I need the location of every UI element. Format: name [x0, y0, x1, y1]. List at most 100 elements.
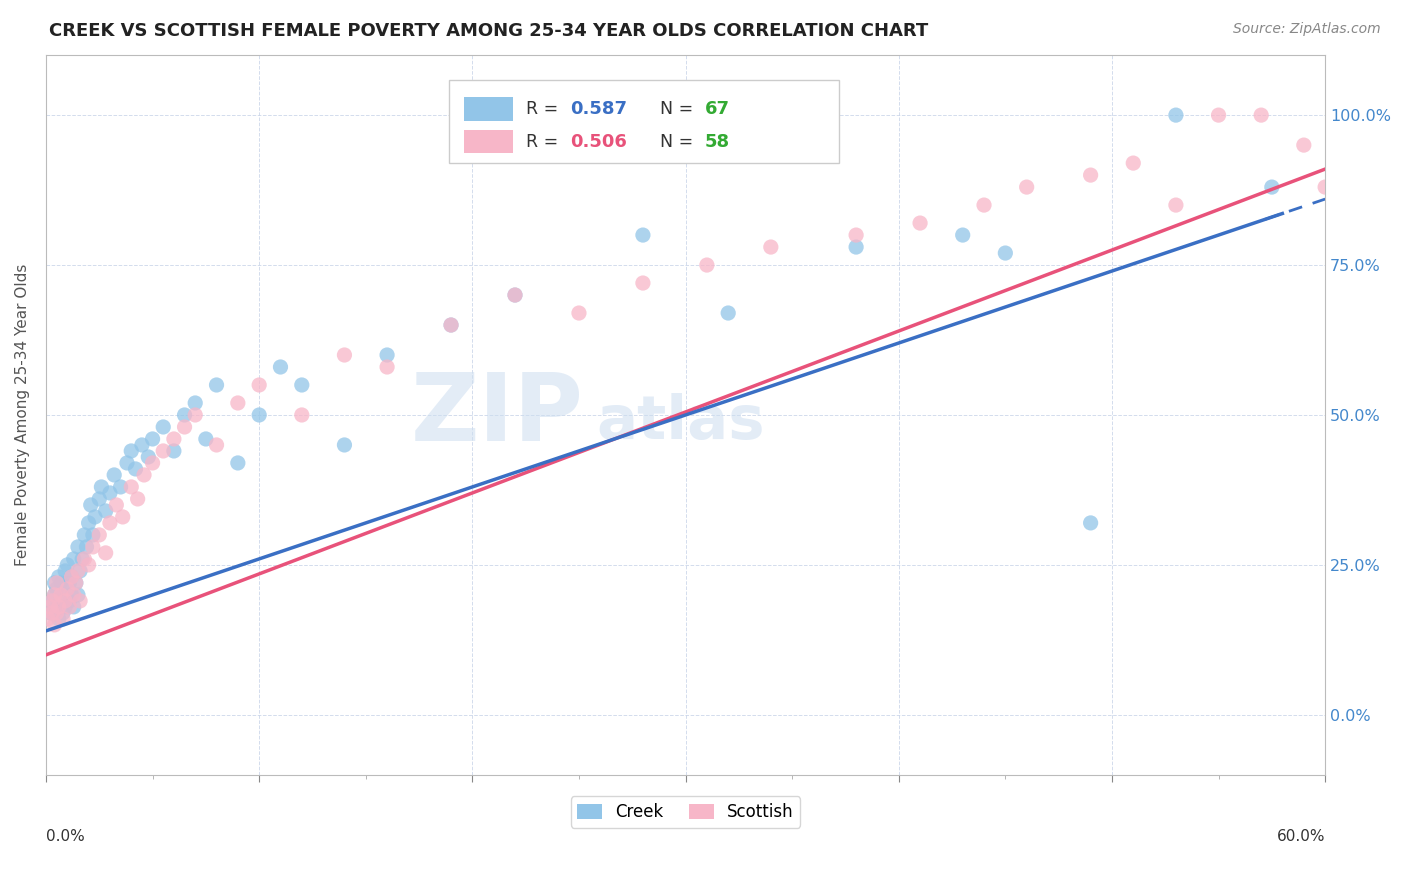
Point: [1250, 108, 1272, 122]
Point: [44, 575, 66, 590]
Point: [333, 348, 356, 362]
Point: [1080, 516, 1102, 530]
Point: [717, 306, 740, 320]
Point: [333, 438, 356, 452]
Text: R =: R =: [526, 100, 564, 118]
Point: [115, 456, 138, 470]
Point: [163, 444, 186, 458]
Point: [53, 594, 76, 608]
Point: [845, 240, 868, 254]
Point: [76, 540, 98, 554]
Point: [1164, 108, 1187, 122]
Bar: [464, 129, 513, 153]
Point: [66, 564, 89, 578]
Point: [45, 582, 67, 596]
Point: [845, 228, 868, 243]
Point: [1208, 108, 1230, 122]
Point: [41, 594, 63, 608]
Point: [65, 575, 87, 590]
Point: [291, 408, 314, 422]
Point: [440, 318, 463, 332]
Point: [111, 510, 134, 524]
Point: [62, 552, 84, 566]
Point: [69, 594, 91, 608]
Point: [53, 564, 76, 578]
Point: [45, 606, 67, 620]
Point: [49, 575, 72, 590]
Point: [124, 462, 146, 476]
Text: ZIP: ZIP: [411, 369, 583, 461]
Point: [226, 456, 249, 470]
Point: [127, 491, 149, 506]
Text: atlas: atlas: [596, 392, 765, 451]
Point: [82, 540, 104, 554]
Point: [205, 378, 228, 392]
Point: [568, 306, 591, 320]
Point: [41, 594, 63, 608]
Point: [52, 612, 75, 626]
Point: [269, 359, 291, 374]
Point: [56, 558, 79, 572]
Point: [1122, 156, 1144, 170]
Point: [184, 408, 207, 422]
Point: [163, 432, 186, 446]
Point: [44, 618, 66, 632]
Point: [41, 606, 63, 620]
Point: [110, 480, 132, 494]
Point: [105, 498, 128, 512]
Legend: Creek, Scottish: Creek, Scottish: [571, 797, 800, 828]
Y-axis label: Female Poverty Among 25-34 Year Olds: Female Poverty Among 25-34 Year Olds: [15, 264, 30, 566]
Point: [82, 528, 104, 542]
Point: [98, 516, 121, 530]
Point: [56, 582, 79, 596]
Point: [77, 516, 100, 530]
Point: [49, 588, 72, 602]
Point: [994, 246, 1017, 260]
Point: [142, 456, 165, 470]
Point: [247, 378, 270, 392]
Point: [131, 438, 153, 452]
Point: [52, 606, 75, 620]
Point: [62, 599, 84, 614]
Point: [52, 588, 75, 602]
Point: [1261, 180, 1284, 194]
Point: [70, 552, 93, 566]
Point: [73, 528, 96, 542]
Point: [1080, 168, 1102, 182]
Point: [194, 432, 217, 446]
Point: [136, 450, 159, 464]
Point: [66, 540, 89, 554]
Point: [173, 408, 195, 422]
Text: N =: N =: [659, 100, 699, 118]
Point: [69, 564, 91, 578]
Point: [1164, 198, 1187, 212]
Point: [98, 486, 121, 500]
Point: [94, 504, 117, 518]
Point: [60, 570, 83, 584]
Point: [73, 552, 96, 566]
Point: [375, 359, 398, 374]
Point: [44, 588, 66, 602]
Point: [90, 480, 112, 494]
Text: 60.0%: 60.0%: [1277, 829, 1324, 844]
Point: [132, 467, 155, 482]
Point: [184, 396, 207, 410]
Point: [696, 258, 718, 272]
Point: [44, 588, 66, 602]
Point: [1313, 180, 1336, 194]
Point: [94, 546, 117, 560]
Point: [84, 510, 107, 524]
Text: 58: 58: [704, 133, 730, 151]
Point: [77, 558, 100, 572]
Point: [58, 599, 80, 614]
Text: CREEK VS SCOTTISH FEMALE POVERTY AMONG 25-34 YEAR OLDS CORRELATION CHART: CREEK VS SCOTTISH FEMALE POVERTY AMONG 2…: [49, 22, 928, 40]
Point: [39, 599, 62, 614]
Point: [58, 575, 80, 590]
Point: [48, 570, 70, 584]
Point: [49, 594, 72, 608]
Point: [58, 594, 80, 608]
Point: [1292, 138, 1315, 153]
Point: [65, 575, 87, 590]
Text: 67: 67: [704, 100, 730, 118]
Point: [631, 228, 654, 243]
